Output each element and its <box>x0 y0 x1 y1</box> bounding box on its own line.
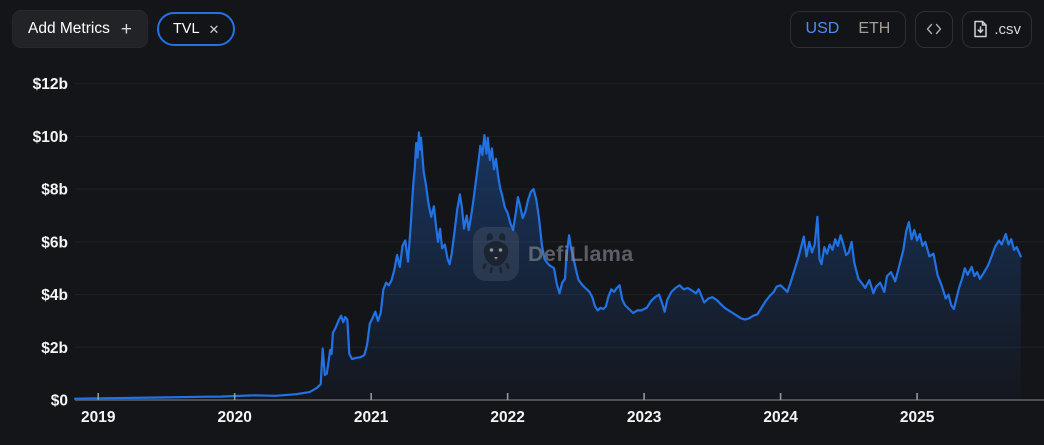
y-axis-label: $4b <box>41 287 68 304</box>
y-axis-label: $8b <box>41 182 68 199</box>
y-axis-label: $0 <box>51 393 68 410</box>
currency-option-eth[interactable]: ETH <box>858 20 891 37</box>
add-metrics-label: Add Metrics <box>28 20 110 37</box>
x-axis-label: 2019 <box>81 409 116 426</box>
embed-chart-button[interactable] <box>915 10 954 48</box>
plus-icon: + <box>120 18 132 40</box>
file-download-icon <box>974 20 988 38</box>
tvl-area-fill <box>75 132 1021 400</box>
x-axis-label: 2022 <box>490 409 524 426</box>
x-axis-label: 2021 <box>354 409 389 426</box>
metric-chip-label: TVL <box>172 21 200 37</box>
metric-chip-tvl[interactable]: TVL ✕ <box>156 12 236 46</box>
csv-button-label: .csv <box>994 20 1021 38</box>
x-axis-label: 2025 <box>900 409 935 426</box>
y-axis-label: $12b <box>33 76 68 93</box>
currency-toggle: USD ETH <box>789 10 907 48</box>
currency-option-usd[interactable]: USD <box>805 20 840 37</box>
tvl-line-series <box>73 131 1022 400</box>
y-axis-label: $6b <box>41 234 68 251</box>
y-axis-label: $2b <box>41 340 68 357</box>
x-axis-label: 2023 <box>627 409 662 426</box>
download-csv-button[interactable]: .csv <box>962 10 1032 48</box>
close-icon[interactable]: ✕ <box>208 21 220 37</box>
add-metrics-button[interactable]: Add Metrics + <box>12 10 148 48</box>
y-axis-label: $10b <box>33 129 68 146</box>
x-axis-label: 2020 <box>217 409 251 426</box>
code-icon <box>927 23 942 35</box>
chart-toolbar: Add Metrics + TVL ✕ USD ETH .csv <box>0 0 1044 58</box>
x-axis-label: 2024 <box>763 409 798 426</box>
